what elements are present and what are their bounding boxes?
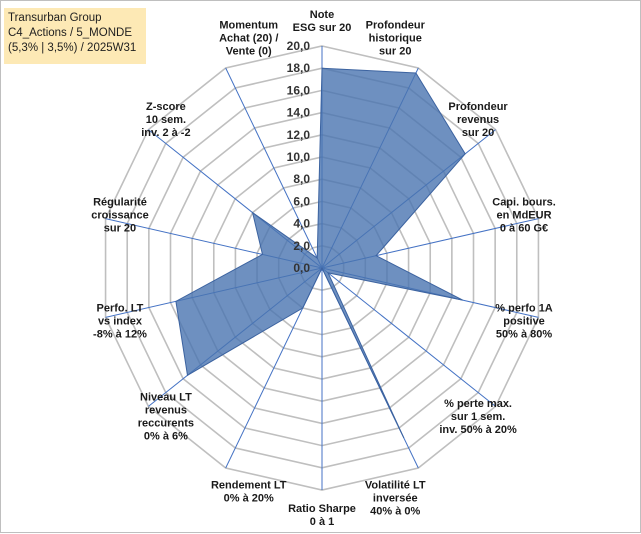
axis-label-line: revenus: [457, 114, 499, 126]
axis-label-line: 0 à 1: [310, 516, 334, 528]
title-box: Transurban Group C4_Actions / 5_MONDE (5…: [4, 8, 146, 64]
axis-label-line: Vente (0): [226, 46, 272, 58]
axis-label-line: Profondeur: [448, 101, 508, 113]
tick-label: 0,0: [293, 261, 310, 275]
axis-label: % perte max. sur 1 sem. inv. 50% à 20%: [439, 398, 517, 436]
axis-label: Régularité croissance sur 20: [91, 197, 148, 235]
tick-label: 14,0: [287, 106, 311, 120]
axis-label: Profondeur revenus sur 20: [448, 101, 508, 139]
axis-label-line: Rendement LT: [211, 479, 287, 491]
axis-label-line: % perte max.: [444, 398, 512, 410]
axis-label-line: inv. 2 à -2: [141, 127, 190, 139]
tick-label: 18,0: [287, 61, 311, 75]
axis-label-line: Momentum: [219, 20, 278, 32]
axis-label-line: sur 1 sem.: [451, 411, 505, 423]
axis-label-line: Perfo. LT: [97, 302, 144, 314]
axis-label-line: -8% à 12%: [93, 328, 147, 340]
tick-label: 20,0: [287, 39, 311, 53]
axis-label-line: Volatilité LT: [365, 479, 426, 491]
tick-label: 10,0: [287, 150, 311, 164]
tick-label: 6,0: [293, 194, 310, 208]
axis-label-line: positive: [503, 315, 545, 327]
axis-label-line: Régularité: [93, 197, 147, 209]
tick-label: 12,0: [287, 128, 311, 142]
axis-label-line: Profondeur: [366, 20, 426, 32]
axis-label-line: sur 20: [379, 46, 411, 58]
axis-label-line: 10 sem.: [146, 114, 186, 126]
axis-spoke: [321, 267, 496, 407]
axis-label: Rendement LT 0% à 20%: [211, 479, 287, 504]
axis-label-line: inv. 50% à 20%: [439, 424, 517, 436]
axis-label: Volatilité LT inversée 40% à 0%: [365, 479, 426, 517]
axis-label-line: Achat (20) /: [219, 33, 278, 45]
axis-label-line: 0% à 20%: [224, 492, 274, 504]
axis-label: Niveau LT revenus reccurents 0% à 6%: [138, 391, 194, 442]
axis-label-line: inversée: [373, 492, 418, 504]
axis-label: Perfo. LT vs index -8% à 12%: [93, 302, 147, 340]
tick-label: 16,0: [287, 83, 311, 97]
axis-label-line: sur 20: [462, 127, 494, 139]
axis-label-line: Note: [310, 9, 334, 21]
tick-label: 8,0: [293, 172, 310, 186]
axis-label: Note ESG sur 20: [293, 9, 352, 34]
axis-label-line: historique: [369, 33, 422, 45]
axis-label-line: 0 à 60 G€: [500, 223, 548, 235]
axis-label-line: en MdEUR: [497, 210, 552, 222]
title-line-3: (5,3% | 3,5%) / 2025W31: [8, 42, 137, 54]
axis-label-line: 40% à 0%: [370, 505, 420, 517]
axis-label-line: reccurents: [138, 417, 194, 429]
title-line-1: Transurban Group: [8, 12, 102, 24]
axis-label-line: % perfo 1A: [495, 302, 553, 314]
tick-label: 2,0: [293, 239, 310, 253]
axis-label-line: croissance: [91, 210, 148, 222]
title-line-2: C4_Actions / 5_MONDE: [8, 27, 132, 39]
axis-label-line: sur 20: [104, 223, 136, 235]
axis-label: Z-score 10 sem. inv. 2 à -2: [141, 101, 190, 139]
axis-label-line: Capi. bours.: [492, 197, 556, 209]
axis-label: % perfo 1A positive 50% à 80%: [495, 302, 553, 340]
axis-label-line: 50% à 80%: [496, 328, 552, 340]
axis-label-line: Niveau LT: [140, 391, 192, 403]
data-series-area: [175, 67, 466, 439]
axis-label: Momentum Achat (20) / Vente (0): [219, 20, 278, 58]
axis-label-line: vs index: [98, 315, 143, 327]
axis-label: Profondeur historique sur 20: [366, 20, 426, 58]
axis-label-line: 0% à 6%: [144, 430, 188, 442]
axis-label-line: revenus: [145, 404, 187, 416]
tick-label: 4,0: [293, 217, 310, 231]
axis-label-line: Ratio Sharpe: [288, 503, 356, 515]
axis-label: Capi. bours. en MdEUR 0 à 60 G€: [492, 197, 556, 235]
axis-label-line: Z-score: [146, 101, 186, 113]
axis-spoke: [225, 67, 323, 269]
axis-label: Ratio Sharpe 0 à 1: [288, 503, 356, 528]
axis-label-line: ESG sur 20: [293, 22, 352, 34]
